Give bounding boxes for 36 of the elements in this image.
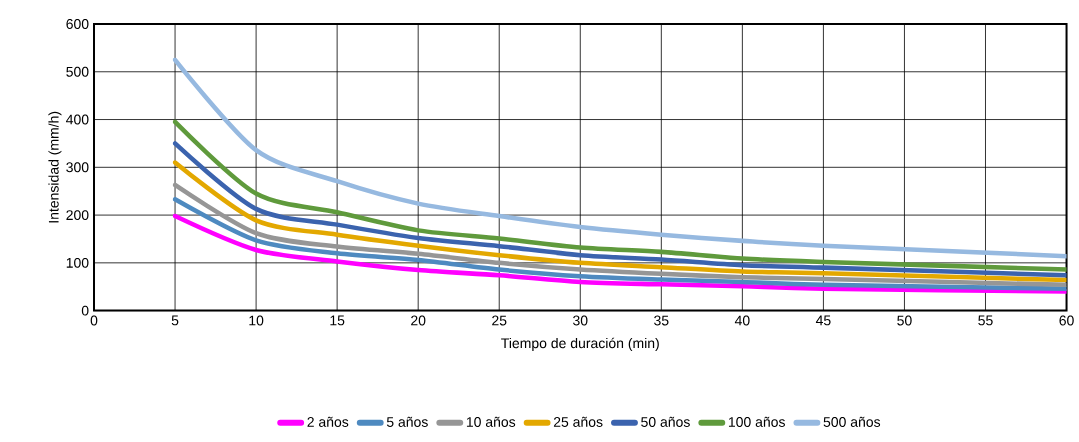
x-tick-label: 30 (573, 315, 588, 326)
x-tick-label: 60 (1059, 315, 1074, 326)
legend-label: 5 años (386, 416, 428, 427)
x-tick-label: 35 (654, 315, 669, 326)
x-tick-label: 40 (734, 315, 750, 326)
legend-label: 500 años (823, 416, 881, 427)
x-tick-label: 5 (171, 315, 179, 326)
x-tick-label: 25 (492, 315, 507, 326)
x-tick-label: 15 (330, 315, 345, 326)
y-tick-label: 500 (66, 66, 89, 77)
y-tick-label: 400 (66, 114, 89, 125)
legend-label: 50 años (641, 416, 690, 427)
x-axis-title: Tiempo de duración (min) (501, 337, 659, 351)
legend-label: 10 años (466, 416, 516, 427)
x-tick-label: 10 (249, 315, 264, 326)
line-series (172, 57, 1067, 259)
line-series (172, 182, 1067, 288)
y-tick-label: 300 (66, 162, 89, 173)
x-tick-label: 0 (90, 315, 98, 326)
x-tick-label: 50 (897, 315, 912, 326)
x-tick-label: 55 (978, 315, 993, 326)
y-tick-label: 100 (66, 257, 89, 268)
legend-label: 25 años (553, 416, 603, 427)
legend-label: 2 años (307, 416, 349, 427)
line-series (172, 119, 1067, 272)
y-axis-title: Intensidad (mm/h) (48, 111, 62, 223)
y-tick-label: 0 (81, 305, 89, 316)
line-series (172, 141, 1067, 278)
y-tick-label: 600 (66, 19, 89, 29)
line-series (172, 213, 1067, 294)
legend-label: 100 años (728, 416, 785, 427)
x-tick-label: 20 (411, 315, 426, 326)
y-tick-label: 200 (66, 210, 89, 221)
line-series (172, 160, 1067, 283)
x-tick-label: 45 (815, 315, 831, 326)
line-series (172, 197, 1067, 291)
